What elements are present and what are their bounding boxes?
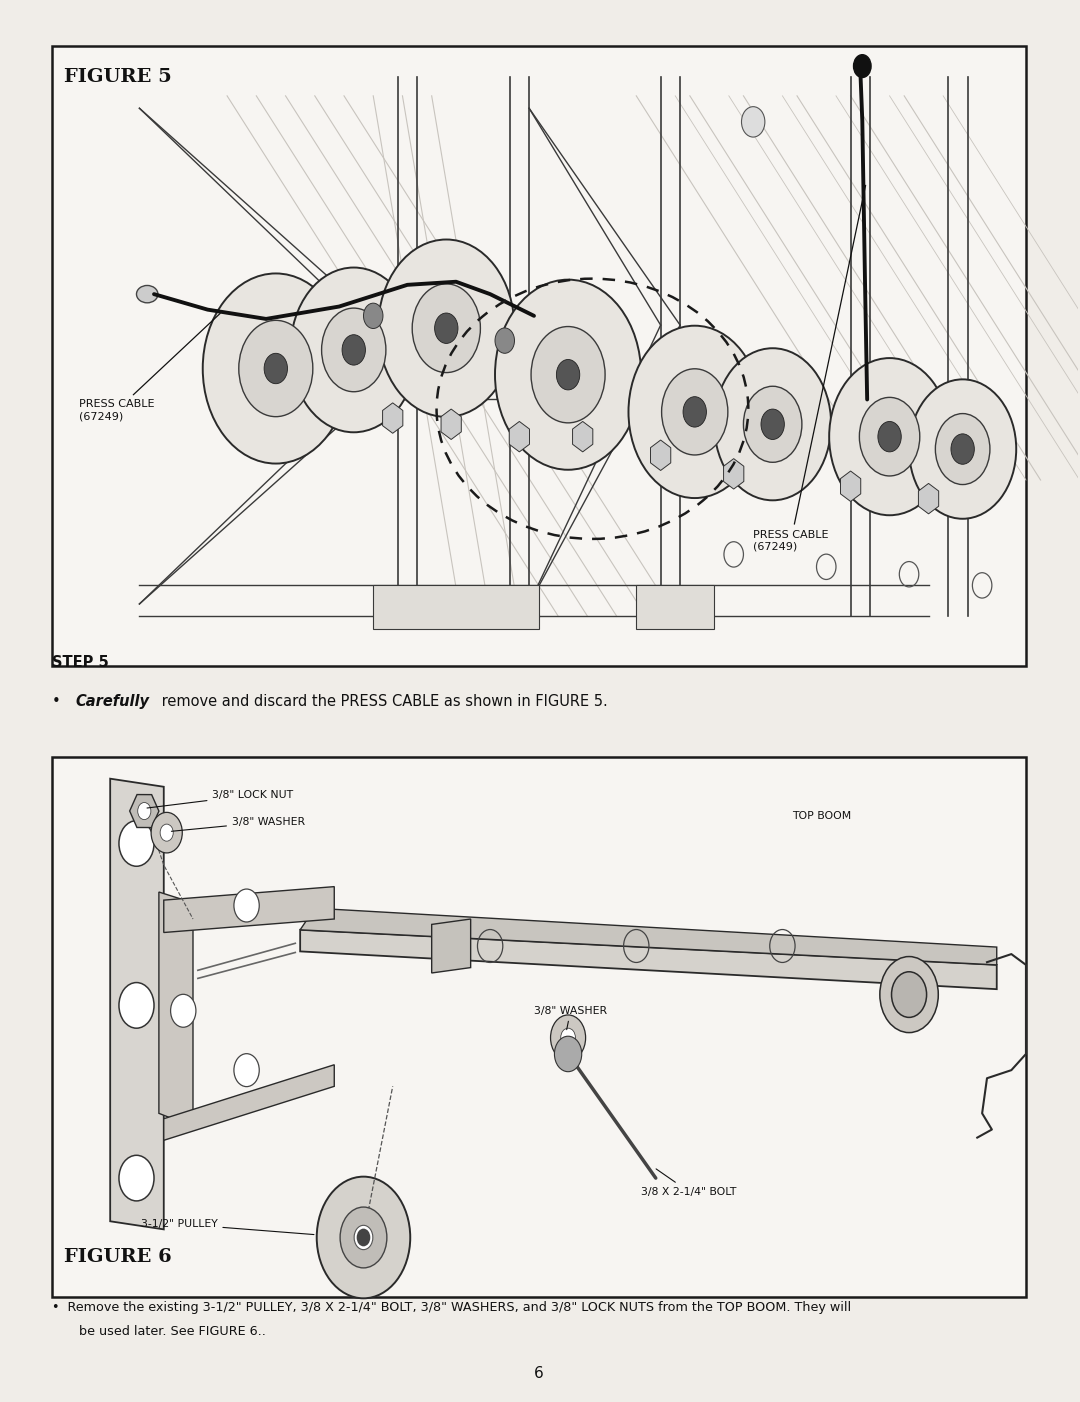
Circle shape: [203, 273, 349, 464]
Circle shape: [531, 327, 605, 423]
Circle shape: [340, 1207, 387, 1267]
Circle shape: [434, 313, 458, 343]
Polygon shape: [164, 886, 334, 932]
Text: PRESS CABLE
(67249): PRESS CABLE (67249): [753, 185, 866, 551]
Text: TOP BOOM: TOP BOOM: [792, 812, 851, 822]
Text: 6: 6: [534, 1367, 543, 1381]
Ellipse shape: [136, 286, 158, 303]
Circle shape: [239, 320, 313, 416]
Bar: [52, 757, 1026, 1297]
Circle shape: [629, 325, 761, 498]
Text: 3-1/2" PULLEY: 3-1/2" PULLEY: [140, 1218, 314, 1235]
Text: PRESS CABLE
(67249): PRESS CABLE (67249): [79, 314, 220, 421]
Bar: [636, 586, 714, 628]
Circle shape: [171, 994, 195, 1028]
Circle shape: [234, 889, 259, 923]
Text: be used later. See FIGURE 6..: be used later. See FIGURE 6..: [79, 1325, 266, 1338]
Text: 3/8 X 2-1/4" BOLT: 3/8 X 2-1/4" BOLT: [642, 1169, 737, 1196]
Bar: [52, 46, 1026, 666]
Polygon shape: [432, 920, 471, 973]
Circle shape: [119, 820, 154, 866]
Circle shape: [342, 335, 365, 365]
Circle shape: [860, 397, 920, 475]
Bar: [841, 400, 900, 474]
Circle shape: [265, 353, 287, 384]
Circle shape: [138, 802, 151, 820]
Circle shape: [853, 55, 872, 77]
Circle shape: [322, 308, 386, 391]
Polygon shape: [159, 892, 193, 1127]
Polygon shape: [110, 778, 164, 1230]
Circle shape: [354, 1225, 373, 1249]
Circle shape: [561, 1028, 576, 1047]
Circle shape: [909, 380, 1016, 519]
Circle shape: [683, 397, 706, 428]
Circle shape: [951, 433, 974, 464]
Circle shape: [119, 1155, 154, 1202]
Text: FIGURE 5: FIGURE 5: [65, 67, 172, 86]
Circle shape: [316, 1176, 410, 1298]
Polygon shape: [300, 908, 997, 965]
Circle shape: [151, 812, 183, 852]
Bar: [519, 318, 626, 425]
Text: Carefully: Carefully: [76, 694, 149, 709]
Circle shape: [234, 1054, 259, 1087]
Bar: [656, 381, 733, 456]
Text: 3/8" WASHER: 3/8" WASHER: [534, 1005, 607, 1029]
Circle shape: [891, 972, 927, 1018]
Circle shape: [364, 303, 383, 328]
Circle shape: [551, 1015, 585, 1060]
Circle shape: [413, 283, 481, 373]
Circle shape: [743, 386, 801, 463]
Text: STEP 5: STEP 5: [52, 655, 108, 670]
Circle shape: [495, 279, 642, 470]
Circle shape: [556, 359, 580, 390]
Circle shape: [880, 956, 939, 1033]
Text: •  Remove the existing 3-1/2" PULLEY, 3/8 X 2-1/4" BOLT, 3/8" WASHERS, and 3/8" : • Remove the existing 3-1/2" PULLEY, 3/8…: [52, 1301, 851, 1314]
Bar: [374, 586, 539, 628]
Circle shape: [935, 414, 990, 485]
Circle shape: [291, 268, 417, 432]
Polygon shape: [300, 930, 997, 990]
Circle shape: [160, 824, 173, 841]
Circle shape: [662, 369, 728, 456]
Circle shape: [554, 1036, 582, 1071]
Text: 3/8" WASHER: 3/8" WASHER: [172, 817, 305, 831]
Circle shape: [829, 358, 950, 516]
Text: FIGURE 6: FIGURE 6: [65, 1248, 172, 1266]
Bar: [393, 294, 500, 400]
Circle shape: [378, 240, 514, 416]
Circle shape: [714, 348, 832, 501]
Text: •: •: [52, 694, 70, 709]
Text: 3/8" LOCK NUT: 3/8" LOCK NUT: [147, 789, 294, 808]
Circle shape: [119, 983, 154, 1028]
Circle shape: [356, 1228, 370, 1246]
Circle shape: [742, 107, 765, 137]
Circle shape: [878, 422, 902, 451]
Polygon shape: [164, 1064, 334, 1140]
Text: remove and discard the PRESS CABLE as shown in FIGURE 5.: remove and discard the PRESS CABLE as sh…: [158, 694, 608, 709]
Circle shape: [495, 328, 514, 353]
Circle shape: [761, 409, 784, 439]
